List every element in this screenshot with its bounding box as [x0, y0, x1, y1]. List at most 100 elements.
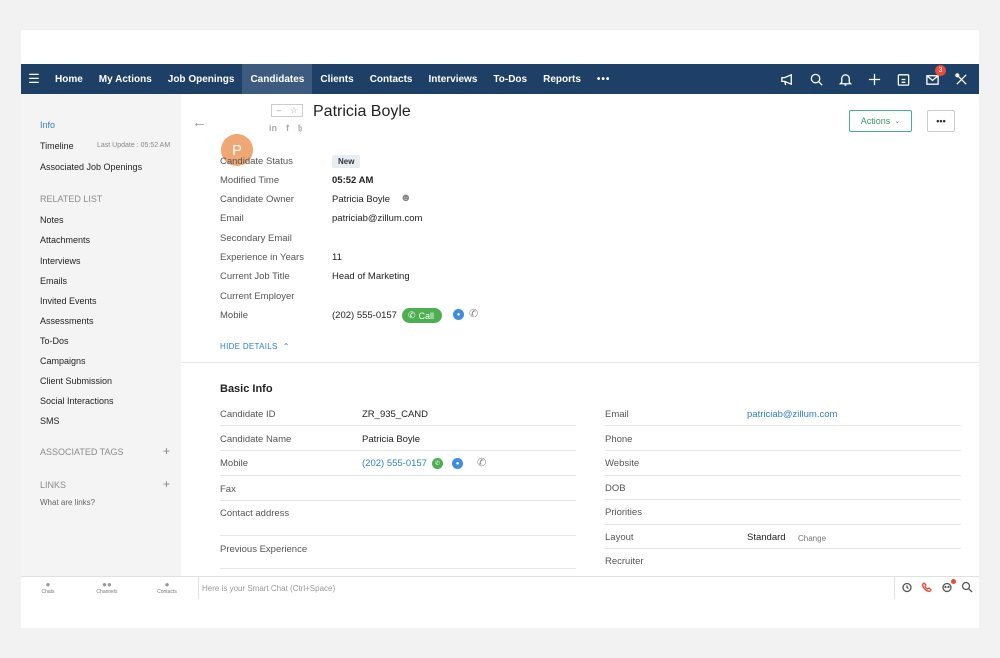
- bell-icon[interactable]: [837, 71, 853, 87]
- call-label: Call: [418, 310, 435, 321]
- sidebar-item-associated-job-openings[interactable]: Associated Job Openings: [40, 162, 143, 172]
- basic-email-label: Email: [605, 409, 629, 420]
- chevron-down-icon: ⌄: [894, 118, 901, 125]
- sidebar-item-info[interactable]: Info: [40, 120, 56, 130]
- phone-outline-icon[interactable]: ✆: [477, 457, 487, 469]
- fax-label: Fax: [220, 484, 236, 495]
- candidate-name-title: Patricia Boyle: [313, 103, 411, 120]
- experience-value: 11: [332, 252, 342, 263]
- basic-mobile-value[interactable]: (202) 555-0157: [362, 458, 427, 469]
- basic-mobile-label: Mobile: [220, 458, 248, 469]
- mobile-value[interactable]: (202) 555-0157: [332, 310, 397, 321]
- chat-search-icon[interactable]: [961, 581, 973, 596]
- mobile-label: Mobile: [220, 310, 248, 321]
- actions-label: Actions: [860, 116, 891, 126]
- chat-toolbar: [894, 577, 979, 599]
- top-blank-strip: [21, 30, 979, 64]
- linkedin-icon[interactable]: in: [269, 123, 277, 133]
- candidate-id-label: Candidate ID: [220, 409, 276, 420]
- sidebar-item-sms[interactable]: SMS: [40, 416, 60, 426]
- sidebar-item-attachments[interactable]: Attachments: [40, 235, 91, 245]
- smart-chat-input[interactable]: Here is your Smart Chat (Ctrl+Space): [198, 577, 798, 599]
- tab-reports[interactable]: Reports: [543, 73, 581, 85]
- notification-dot: [951, 578, 956, 584]
- nav-more-button[interactable]: •••: [596, 73, 611, 85]
- alarm-clock-icon[interactable]: [901, 581, 913, 596]
- row-divider: [220, 535, 576, 536]
- tab-home[interactable]: Home: [55, 73, 83, 85]
- tab-to-dos[interactable]: To-Dos: [493, 73, 528, 85]
- previous-experience-label: Previous Experience: [220, 544, 308, 555]
- row-divider: [605, 524, 961, 525]
- actions-button[interactable]: Actions ⌄: [849, 110, 912, 132]
- current-employer-label: Current Employer: [220, 291, 295, 302]
- status-badge[interactable]: New: [332, 155, 361, 168]
- modified-time-value: 05:52 AM: [332, 175, 374, 186]
- basic-email-value[interactable]: patriciab@zillum.com: [747, 409, 838, 420]
- sidebar-item-social-interactions[interactable]: Social Interactions: [40, 396, 114, 406]
- plus-icon[interactable]: [866, 71, 882, 87]
- more-options-button[interactable]: •••: [927, 110, 955, 132]
- call-button[interactable]: ✆ Call: [402, 308, 443, 323]
- call-icon[interactable]: ✆: [432, 458, 443, 469]
- website-label: Website: [605, 458, 640, 469]
- calendar-icon[interactable]: [895, 71, 911, 87]
- avatar[interactable]: P: [221, 134, 253, 166]
- sidebar-item-campaigns[interactable]: Campaigns: [40, 356, 86, 366]
- phone-icon: ✆: [408, 310, 416, 320]
- sidebar-item-notes[interactable]: Notes: [40, 215, 64, 225]
- sidebar-item-emails[interactable]: Emails: [40, 276, 68, 286]
- twitter-icon[interactable]: 𝔥: [298, 123, 303, 133]
- related-list-heading: RELATED LIST: [40, 194, 103, 204]
- sidebar-item-client-submission[interactable]: Client Submission: [40, 376, 113, 386]
- channels-icon: ●●: [102, 580, 112, 589]
- tab-clients[interactable]: Clients: [320, 73, 354, 85]
- sidebar-item-timeline[interactable]: Timeline: [40, 141, 74, 151]
- sidebar-item-interviews[interactable]: Interviews: [40, 256, 81, 266]
- sidebar-item-invited-events[interactable]: Invited Events: [40, 296, 97, 306]
- row-divider: [605, 499, 961, 500]
- tab-job-openings[interactable]: Job Openings: [167, 73, 235, 85]
- change-layout-link[interactable]: Change: [798, 534, 827, 543]
- hamburger-menu-icon[interactable]: ☰: [28, 71, 40, 86]
- contacts-tab[interactable]: ● Contacts: [152, 580, 182, 595]
- email-value[interactable]: patriciab@zillum.com: [332, 213, 423, 224]
- modified-time-label: Modified Time: [220, 175, 280, 186]
- phone-label: Phone: [605, 434, 633, 445]
- hide-details-label: HIDE DETAILS: [220, 342, 278, 351]
- chats-label: Chats: [41, 589, 55, 595]
- row-divider: [605, 548, 961, 549]
- what-are-links-link[interactable]: What are links?: [40, 498, 96, 507]
- contact-address-label: Contact address: [220, 508, 290, 519]
- tools-icon[interactable]: [953, 71, 969, 87]
- add-link-plus-icon[interactable]: +: [163, 477, 171, 491]
- back-arrow-icon[interactable]: ←: [192, 114, 207, 131]
- facebook-icon[interactable]: f: [286, 123, 289, 133]
- channels-tab[interactable]: ●● Channels: [92, 580, 122, 595]
- phone-missed-icon[interactable]: [921, 581, 933, 596]
- phone-outline-icon[interactable]: ✆: [469, 308, 479, 320]
- user-icon[interactable]: ☻: [400, 192, 412, 204]
- tab-interviews[interactable]: Interviews: [428, 73, 478, 85]
- contacts-label: Contacts: [157, 589, 177, 595]
- hide-details-link[interactable]: HIDE DETAILS ⌃: [220, 342, 290, 351]
- tab-candidates[interactable]: Candidates: [242, 64, 313, 94]
- tab-contacts[interactable]: Contacts: [369, 73, 413, 85]
- sidebar-item-to-dos[interactable]: To-Dos: [40, 336, 69, 346]
- add-tag-plus-icon[interactable]: +: [163, 444, 171, 458]
- bot-icon[interactable]: [941, 578, 956, 596]
- email-label: Email: [220, 213, 244, 224]
- associated-tags-heading: ASSOCIATED TAGS: [40, 447, 124, 457]
- sidebar-item-assessments[interactable]: Assessments: [40, 316, 94, 326]
- candidate-id-value: ZR_935_CAND: [362, 409, 428, 420]
- sms-icon[interactable]: ●: [453, 309, 464, 320]
- row-divider: [605, 450, 961, 451]
- tab-my-actions[interactable]: My Actions: [98, 73, 152, 85]
- rating-dropdown[interactable]: – ☆: [271, 104, 303, 117]
- mail-icon[interactable]: 3: [924, 65, 946, 87]
- megaphone-icon[interactable]: [779, 71, 795, 87]
- sms-icon[interactable]: ●: [452, 458, 463, 469]
- chats-tab[interactable]: ● Chats: [33, 580, 63, 595]
- search-icon[interactable]: [808, 71, 824, 87]
- job-title-label: Current Job Title: [220, 271, 290, 282]
